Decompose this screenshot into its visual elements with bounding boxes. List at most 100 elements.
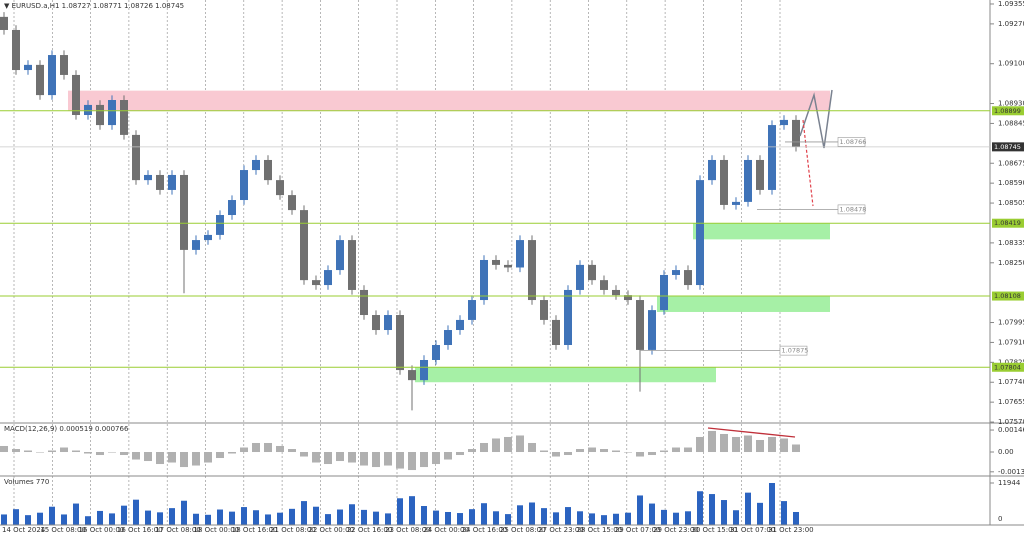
volume-bar: [685, 511, 691, 525]
volume-bar: [133, 499, 139, 525]
macd-bar: [0, 445, 8, 453]
projection-path: [799, 89, 833, 149]
level-label: 1.08899: [994, 107, 1021, 115]
macd-bar: [384, 452, 392, 466]
macd-bar: [252, 442, 260, 453]
volume-bar: [601, 515, 607, 525]
volume-bar: [577, 511, 583, 525]
macd-bar: [300, 452, 308, 457]
macd-bar: [336, 452, 344, 462]
x-tick-label: 14 Oct 2024: [2, 526, 46, 534]
volume-bar: [769, 483, 775, 525]
candle-body: [456, 319, 464, 331]
volume-bar: [1, 514, 7, 525]
candle-body: [264, 159, 272, 181]
macd-bar: [552, 452, 560, 457]
candle-body: [336, 240, 344, 271]
y-tick-label: 1.08250: [998, 259, 1024, 267]
x-tick-label: 25 Oct 08:00: [500, 526, 546, 534]
volume-bar: [385, 513, 391, 525]
volume-bar: [373, 511, 379, 525]
candle-body: [372, 315, 380, 331]
annotation-box: [837, 137, 866, 147]
x-tick-label: 17 Oct 08:00: [155, 526, 201, 534]
candle-body: [468, 300, 476, 320]
candle-body: [660, 274, 668, 311]
candle-body: [648, 310, 656, 350]
volume-bar: [145, 510, 151, 525]
volume-bar: [409, 496, 415, 525]
volume-bar: [301, 501, 307, 525]
x-tick-label: 24 Oct 16:00: [462, 526, 508, 534]
candle-body: [48, 55, 56, 96]
y-tick-label: 1.07570: [998, 418, 1024, 426]
y-tick-label: 1.07655: [998, 398, 1024, 406]
x-tick-label: 28 Oct 15:00: [577, 526, 623, 534]
macd-bar: [180, 452, 188, 468]
candle-body: [552, 319, 560, 346]
candle-body: [348, 240, 356, 290]
candle-body: [480, 259, 488, 301]
candle-body: [396, 315, 404, 371]
candle-body: [792, 119, 800, 147]
macd-bar: [348, 452, 356, 463]
macd-bar: [240, 447, 248, 453]
level-tag: [992, 362, 1024, 372]
candle-body: [528, 240, 536, 301]
macd-bar: [624, 452, 632, 453]
candle-body: [696, 180, 704, 286]
candle-body: [384, 315, 392, 331]
candle-body: [216, 215, 224, 235]
volume-bar: [589, 513, 595, 525]
volume-bar: [85, 516, 91, 525]
volume-bar: [73, 503, 79, 525]
volume-bar: [241, 507, 247, 525]
macd-bar: [732, 436, 740, 453]
volume-bar: [337, 509, 343, 525]
volume-bar: [205, 514, 211, 525]
macd-bar: [12, 449, 20, 453]
volume-title: Volumes 770: [4, 478, 49, 486]
volume-bar: [229, 511, 235, 525]
macd-bar: [564, 452, 572, 456]
macd-bar: [744, 435, 752, 453]
volume-bar: [13, 509, 19, 525]
volume-bar: [445, 511, 451, 525]
candle-body: [24, 64, 32, 71]
macd-bar: [396, 452, 404, 469]
macd-bar: [540, 450, 548, 453]
volume-bar: [541, 508, 547, 525]
volume-bar: [181, 500, 187, 525]
y-tick-label: 0.001461: [998, 426, 1024, 434]
candle-body: [780, 119, 788, 126]
macd-bar: [612, 450, 620, 453]
volume-bar: [529, 502, 535, 525]
macd-bar: [492, 438, 500, 453]
macd-bar: [156, 452, 164, 465]
volume-bar: [505, 514, 511, 525]
zone: [693, 223, 830, 240]
candle-body: [708, 159, 716, 181]
candle-body: [12, 29, 20, 71]
x-tick-label: 18 Oct 00:00: [194, 526, 240, 534]
level-label: 1.07804: [994, 363, 1021, 371]
candle-body: [408, 370, 416, 381]
level-tag: [992, 218, 1024, 228]
annotation-label: 1.08766: [840, 138, 867, 146]
volume-bar: [25, 515, 31, 525]
volume-bar: [673, 512, 679, 525]
current-price-label: 1.08745: [994, 143, 1021, 151]
volume-bar: [313, 506, 319, 525]
candle-body: [564, 289, 572, 346]
volume-bar: [265, 514, 271, 525]
macd-bar: [684, 447, 692, 453]
macd-bar: [228, 452, 236, 454]
macd-bar: [708, 430, 716, 453]
candle-body: [96, 104, 104, 126]
candle-body: [720, 159, 728, 205]
volume-bar: [709, 494, 715, 525]
candle-body: [324, 270, 332, 286]
volume-bar: [61, 514, 67, 525]
volume-bar: [253, 510, 259, 525]
annotation-box: [779, 345, 808, 356]
